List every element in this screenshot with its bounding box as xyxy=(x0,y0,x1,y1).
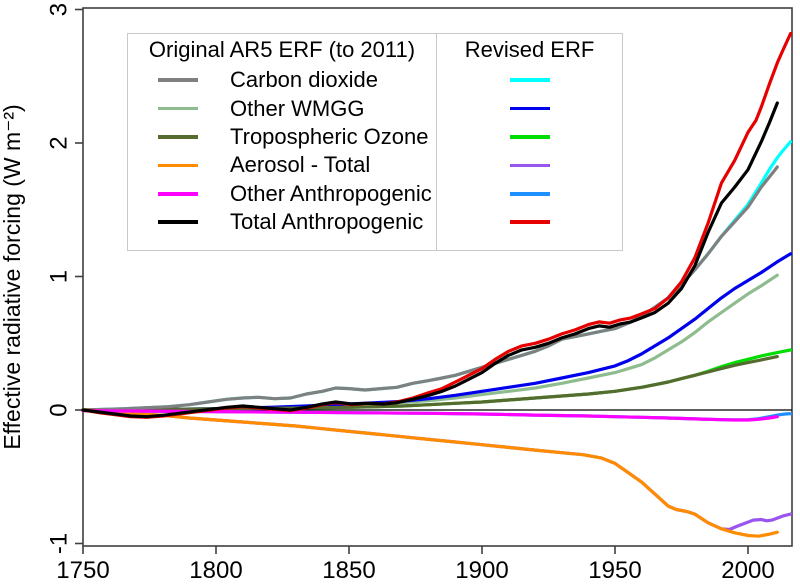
legend-row-other-wmgg: Other WMGG xyxy=(128,94,436,122)
y-tick-label: 3 xyxy=(45,3,72,16)
x-tick-label: 1950 xyxy=(588,557,641,584)
line-swatch-green xyxy=(509,135,550,139)
legend-column-revised: Revised ERF xyxy=(436,34,622,250)
y-axis-title: Effective radiative forcing (W m⁻²) xyxy=(0,104,25,449)
legend-label: Other WMGG xyxy=(230,95,365,121)
legend-row-tropospheric-ozone: Tropospheric Ozone xyxy=(128,123,436,151)
legend-row-revised-total-anthropogenic xyxy=(437,208,622,236)
legend-label: Aerosol - Total xyxy=(230,152,371,178)
legend-header-revised: Revised ERF xyxy=(464,37,595,62)
legend-row-revised-carbon-dioxide xyxy=(437,66,622,94)
legend-row-other-anthropogenic: Other Anthropogenic xyxy=(128,180,436,208)
y-tick-label: -1 xyxy=(45,533,72,554)
series-line-other-anthropogenic-original-ar5- xyxy=(81,409,779,422)
line-swatch-orange xyxy=(158,163,198,168)
legend-column-original: Original AR5 ERF (to 2011) Carbon dioxid… xyxy=(128,34,436,250)
legend-row-revised-other-anthropogenic xyxy=(437,180,622,208)
line-swatch-olive xyxy=(158,135,198,139)
line-swatch-magenta xyxy=(158,192,198,196)
line-swatch-cyan xyxy=(509,78,550,82)
legend-row-revised-aerosol-total xyxy=(437,151,622,179)
legend-row-revised-other-wmgg xyxy=(437,94,622,122)
legend-row-revised-tropospheric-ozone xyxy=(437,123,622,151)
x-tick-label: 1750 xyxy=(56,557,109,584)
legend-label: Tropospheric Ozone xyxy=(230,123,429,149)
line-swatch-gray xyxy=(158,78,198,82)
y-tick-label: 2 xyxy=(45,136,72,149)
legend-label: Other Anthropogenic xyxy=(230,180,432,206)
series-line-total-anthropogenic-original-ar5- xyxy=(81,101,779,419)
line-swatch-lightgreen xyxy=(158,106,198,111)
y-tick-label: 0 xyxy=(45,403,72,416)
y-tick-label: 1 xyxy=(45,270,72,283)
legend-row-aerosol-total: Aerosol - Total xyxy=(128,151,436,179)
legend-row-carbon-dioxide: Carbon dioxide xyxy=(128,66,436,94)
line-swatch-blue xyxy=(509,106,550,111)
line-swatch-purple xyxy=(509,163,550,168)
x-tick-label: 2000 xyxy=(721,557,774,584)
series-line-aerosol-total-original-ar5- xyxy=(81,408,779,538)
x-tick-label: 1850 xyxy=(322,557,375,584)
x-tick-label: 1900 xyxy=(455,557,508,584)
legend-label: Carbon dioxide xyxy=(230,67,378,93)
line-swatch-black xyxy=(158,220,198,224)
legend-label: Total Anthropogenic xyxy=(230,209,424,235)
legend-box: Original AR5 ERF (to 2011) Carbon dioxid… xyxy=(127,33,623,251)
x-tick-label: 1800 xyxy=(189,557,242,584)
series-line-tropospheric-ozone-original-ar5- xyxy=(81,355,779,412)
legend-header-original: Original AR5 ERF (to 2011) xyxy=(148,37,416,62)
line-swatch-red xyxy=(509,220,550,224)
line-swatch-dodgerblue xyxy=(509,192,550,196)
legend-row-total-anthropogenic: Total Anthropogenic xyxy=(128,208,436,236)
